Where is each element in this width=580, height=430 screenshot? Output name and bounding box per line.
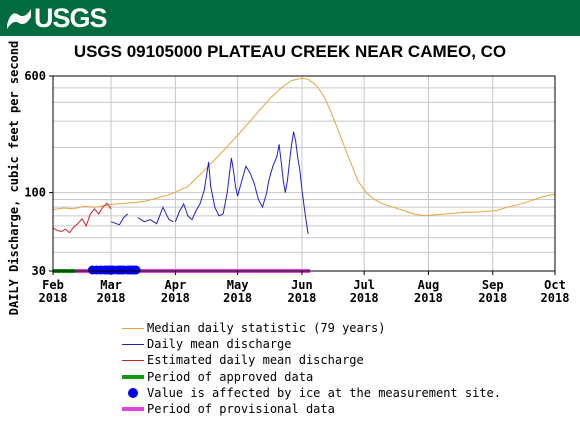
ice-markers <box>87 265 141 275</box>
legend-key <box>122 354 144 366</box>
chart-title: USGS 09105000 PLATEAU CREEK NEAR CAMEO, … <box>73 42 507 61</box>
x-tick-month: May <box>227 278 249 292</box>
legend-swatch <box>128 387 138 398</box>
legend-label: Period of provisional data <box>147 402 335 417</box>
usgs-header-bar: USGS <box>0 0 580 36</box>
ice-marker-dot <box>131 265 141 275</box>
legend-swatch <box>122 407 144 412</box>
legend-item: Daily mean discharge <box>122 336 501 352</box>
x-tick-month: Oct <box>544 278 566 292</box>
x-tick-year: 2018 <box>39 291 68 305</box>
legend-label: Daily mean discharge <box>147 337 292 352</box>
legend-label: Period of approved data <box>147 369 314 384</box>
x-tick-month: Jun <box>291 278 313 292</box>
legend-key <box>122 403 144 415</box>
legend-item: Estimated daily mean discharge <box>122 352 501 368</box>
plot-frame <box>52 75 556 272</box>
legend-label: Median daily statistic (79 years) <box>147 321 386 336</box>
grid-lines <box>52 76 556 271</box>
estimated-series-line <box>52 202 112 234</box>
legend-item: Period of approved data <box>122 369 501 385</box>
median-series-line <box>52 77 556 217</box>
legend-key <box>122 322 144 334</box>
legend-swatch <box>122 360 144 362</box>
x-tick-month: Feb <box>42 278 64 292</box>
daily-mean-series-line <box>137 205 174 225</box>
usgs-logo-text: USGS <box>34 2 108 33</box>
legend-swatch <box>122 374 144 379</box>
series-lines <box>52 77 556 235</box>
y-axis-label: DAILY Discharge, cubic feet per second <box>7 41 21 316</box>
legend-swatch <box>122 328 144 330</box>
x-tick-year: 2018 <box>541 291 570 305</box>
daily-mean-series-line <box>174 131 309 235</box>
legend-label: Estimated daily mean discharge <box>147 353 364 368</box>
legend-item: Value is affected by ice at the measurem… <box>122 385 501 401</box>
y-tick-labels: 30 100 600 <box>24 69 53 278</box>
legend-key <box>122 371 144 383</box>
y-tick-label: 100 <box>24 186 46 200</box>
x-tick-month: Sep <box>482 278 504 292</box>
legend-key <box>122 338 144 350</box>
legend-label: Value is affected by ice at the measurem… <box>147 385 502 400</box>
legend-item: Period of provisional data <box>122 401 501 417</box>
x-tick-year: 2018 <box>478 291 507 305</box>
x-tick-labels: Feb2018Mar2018Apr2018May2018Jun2018Jul20… <box>39 271 570 305</box>
x-tick-year: 2018 <box>161 291 190 305</box>
x-tick-year: 2018 <box>223 291 252 305</box>
daily-mean-series-line <box>110 213 129 226</box>
y-tick-label: 600 <box>24 69 46 83</box>
legend-key <box>122 387 144 399</box>
x-tick-month: Apr <box>165 278 187 292</box>
x-tick-month: Jul <box>353 278 375 292</box>
x-tick-year: 2018 <box>97 291 126 305</box>
x-tick-year: 2018 <box>350 291 379 305</box>
x-tick-month: Mar <box>100 278 122 292</box>
x-tick-year: 2018 <box>414 291 443 305</box>
usgs-logo[interactable]: USGS <box>6 2 108 33</box>
legend: Median daily statistic (79 years) Daily m… <box>122 320 501 417</box>
x-tick-month: Aug <box>418 278 440 292</box>
legend-item: Median daily statistic (79 years) <box>122 320 501 336</box>
legend-swatch <box>122 344 144 346</box>
usgs-wave-icon <box>7 9 31 29</box>
x-tick-year: 2018 <box>287 291 316 305</box>
y-tick-label: 30 <box>32 264 46 278</box>
